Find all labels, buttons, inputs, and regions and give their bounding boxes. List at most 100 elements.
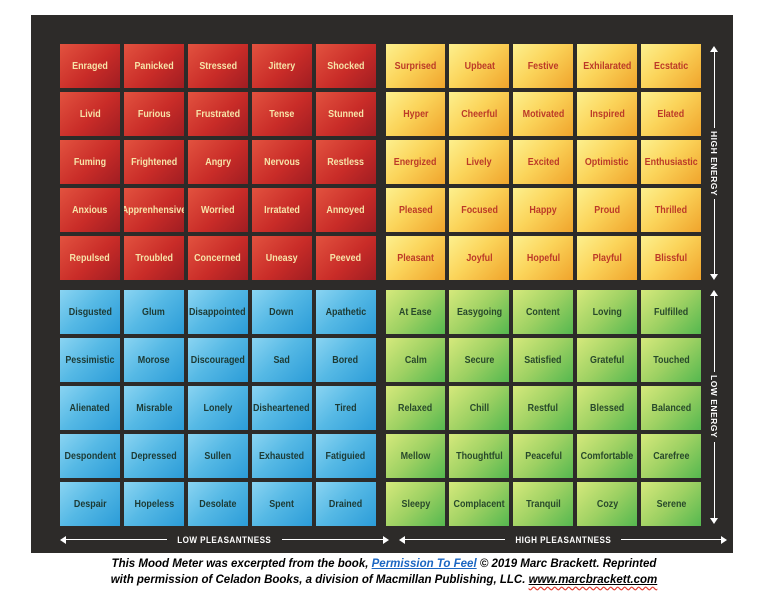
mood-cell-label: Disgusted (68, 306, 112, 318)
mood-cell-label: Nervous (263, 156, 300, 168)
mood-cell-label: Balanced (651, 402, 691, 414)
mood-cell-label: Lively (466, 156, 493, 168)
mood-cell-label: Content (526, 306, 561, 318)
mood-cell-label: Serene (656, 498, 686, 510)
mood-cell: Comfortable (577, 434, 638, 478)
mood-cell-label: Sullen (204, 450, 232, 462)
mood-cell: Jittery (251, 44, 312, 88)
mood-cell-label: Energized (394, 156, 437, 168)
mood-cell-label: Blissful (654, 252, 688, 264)
mood-cell-label: Enraged (72, 60, 108, 72)
mood-cell-label: Pleasant (397, 252, 434, 264)
mood-cell: Exhausted (251, 434, 312, 478)
axis-line (281, 539, 383, 540)
mood-cell-label: Grateful (590, 354, 625, 366)
arrow-up-icon (710, 46, 718, 52)
mood-cell-label: Ecstatic (653, 60, 689, 72)
mood-cell: Irratated (251, 188, 312, 232)
axis-line (404, 539, 505, 540)
mood-cell: Frightened (123, 140, 184, 184)
mood-cell: Angry (187, 140, 248, 184)
mood-cell-label: Glum (142, 306, 166, 318)
mood-cell-label: Exhausted (259, 450, 305, 462)
mood-cell: Bored (315, 338, 376, 382)
quadrant-red-high-energy-low-pleasantness: Enraged Panicked Stressed Jittery Shocked Liv… (60, 44, 376, 280)
mood-cell: Grateful (577, 338, 638, 382)
mood-cell-label: Shocked (326, 60, 365, 72)
mood-cell-label: Uneasy (265, 252, 298, 264)
mood-cell: Restful (513, 386, 574, 430)
axis-line (713, 198, 715, 275)
mood-cell: Anxious (60, 188, 120, 232)
mood-cell: Spent (251, 482, 312, 526)
low-pleasantness-label: LOW PLEASANTNESS (177, 534, 272, 545)
mood-cell-label: Secure (464, 354, 495, 366)
mood-cell: Excited (513, 140, 574, 184)
energy-axis-strip: HIGH ENERGY LOW ENERGY (701, 44, 727, 526)
mood-cell-label: Thrilled (654, 204, 688, 216)
mood-cell: Motivated (513, 92, 574, 136)
mood-cell-label: Drained (328, 498, 363, 510)
mood-cell: Despondent (60, 434, 120, 478)
mood-cell-label: Troubled (134, 252, 173, 264)
mood-cell-label: Spent (269, 498, 295, 510)
mood-cell: Focused (449, 188, 510, 232)
mood-cell-label: Cozy (596, 498, 618, 510)
caption-text: with permission of Celadon Books, a divi… (110, 574, 529, 586)
high-pleasantness-axis: HIGH PLEASANTNESS (398, 535, 728, 545)
axis-line (66, 539, 167, 540)
mood-cell: Peeved (315, 236, 376, 280)
low-pleasantness-axis: LOW PLEASANTNESS (60, 535, 389, 545)
mood-cell-label: Peaceful (524, 450, 562, 462)
mood-cell: Hopeless (123, 482, 184, 526)
low-energy-label: LOW ENERGY (709, 375, 719, 439)
mood-cell-label: Touched (652, 354, 690, 366)
mood-cell: At Ease (385, 290, 446, 334)
mood-cell: Lonely (187, 386, 248, 430)
mood-cell-label: Anxious (72, 204, 108, 216)
mood-cell-label: Pessimistic (65, 354, 115, 366)
axis-line (713, 441, 715, 518)
quadrant-blue-low-energy-low-pleasantness: Disgusted Glum Disappointed Down Apathetic Pe… (60, 290, 376, 526)
mood-cell-label: Stressed (198, 60, 237, 72)
mood-cell: Nervous (251, 140, 312, 184)
mood-cell-label: Hopeless (134, 498, 174, 510)
mood-cell-label: Bored (332, 354, 359, 366)
mood-cell-label: Thoughtful (456, 450, 503, 462)
mood-cell: Joyful (449, 236, 510, 280)
mood-cell: Carefree (641, 434, 701, 478)
mood-cell-label: Fuming (73, 156, 107, 168)
mood-cell-label: Sad (273, 354, 290, 366)
mood-cell-label: Misrable (135, 402, 172, 414)
permission-to-feel-link[interactable]: Permission To Feel (371, 558, 477, 570)
mood-cell-label: Calm (404, 354, 427, 366)
mood-cell-label: Restful (528, 402, 559, 414)
mood-cell: Morose (123, 338, 184, 382)
mood-cell: Depressed (123, 434, 184, 478)
mood-cell-label: Satisfied (524, 354, 562, 366)
mood-cell-label: Depressed (131, 450, 177, 462)
axis-line (713, 52, 715, 128)
mood-cell: Furious (123, 92, 184, 136)
mood-cell: Fuming (60, 140, 120, 184)
mood-cell: Complacent (449, 482, 510, 526)
mood-cell-label: Sleepy (401, 498, 430, 510)
mood-cell: Uneasy (251, 236, 312, 280)
mood-cell: Panicked (123, 44, 184, 88)
mood-cell-label: Restless (327, 156, 364, 168)
mood-cell-label: Inspired (589, 108, 625, 120)
mood-cell: Chill (449, 386, 510, 430)
marcbrackett-link[interactable]: www.marcbrackett.com (529, 574, 658, 586)
mood-cell-label: Festive (527, 60, 559, 72)
mood-cell: Shocked (315, 44, 376, 88)
arrow-down-icon (710, 518, 718, 524)
mood-cell: Glum (123, 290, 184, 334)
axis-line (713, 296, 715, 373)
mood-cell: Apprenhensive (123, 188, 184, 232)
mood-cell: Sleepy (385, 482, 446, 526)
mood-cell-label: Motivated (522, 108, 565, 120)
mood-cell-label: Hopeful (526, 252, 560, 264)
mood-cell: Discouraged (187, 338, 248, 382)
mood-cell: Exhilarated (577, 44, 638, 88)
mood-cell: Disappointed (187, 290, 248, 334)
